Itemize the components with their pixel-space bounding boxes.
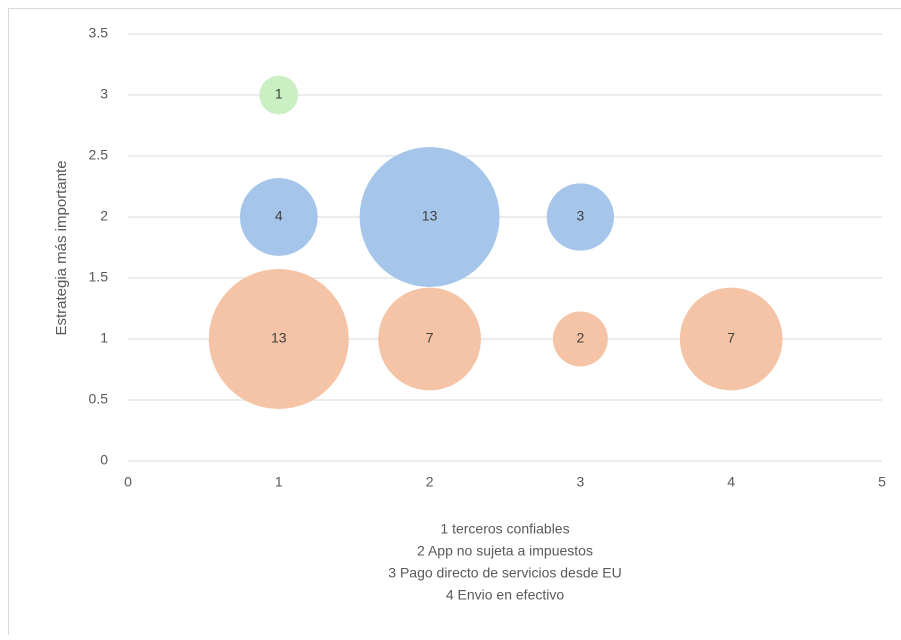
x-axis-title: 4 Envio en efectivo (446, 587, 565, 603)
data-label: 1 (275, 86, 283, 102)
data-label: 13 (422, 208, 438, 224)
x-tick-label: 0 (124, 474, 132, 490)
y-tick-label: 1 (100, 330, 108, 346)
data-label: 7 (426, 330, 434, 346)
x-axis-title: 2 App no sujeta a impuestos (417, 543, 593, 559)
y-tick-label: 0.5 (89, 391, 109, 407)
y-tick-label: 3 (100, 86, 108, 102)
data-label: 4 (275, 208, 283, 224)
x-tick-label: 3 (577, 474, 585, 490)
data-label: 7 (727, 330, 735, 346)
y-tick-label: 2 (100, 208, 108, 224)
x-axis-title: 3 Pago directo de servicios desde EU (388, 565, 621, 581)
data-label: 2 (577, 330, 585, 346)
data-label: 3 (577, 208, 585, 224)
data-label: 13 (271, 330, 287, 346)
x-tick-label: 2 (426, 474, 434, 490)
x-axis-title: 1 terceros confiables (440, 521, 569, 537)
y-tick-label: 3.5 (89, 25, 109, 41)
x-tick-label: 1 (275, 474, 283, 490)
y-tick-label: 2.5 (89, 147, 109, 163)
y-axis-title: Estrategia más importante (53, 160, 70, 335)
y-tick-label: 0 (100, 452, 108, 468)
y-tick-label: 1.5 (89, 269, 109, 285)
x-tick-label: 4 (727, 474, 735, 490)
x-tick-label: 5 (878, 474, 886, 490)
